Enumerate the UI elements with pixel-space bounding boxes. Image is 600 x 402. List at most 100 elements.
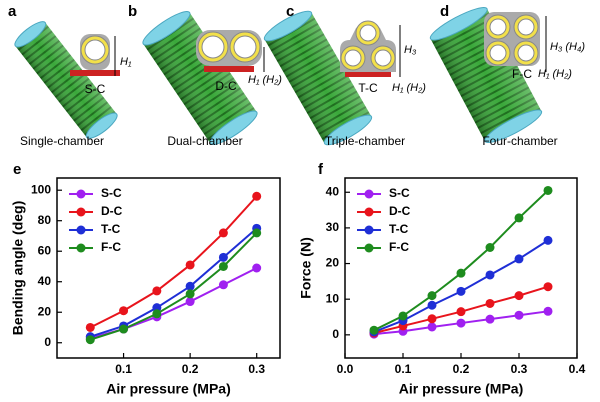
- legend-label: T-C: [389, 222, 409, 236]
- data-point: [514, 310, 524, 320]
- x-axis-label: Air pressure (MPa): [399, 381, 523, 397]
- y-tick-label: 100: [31, 182, 51, 196]
- data-point: [485, 270, 495, 280]
- data-point: [185, 281, 195, 291]
- legend-marker: [364, 207, 374, 217]
- x-tick-label: 0.1: [395, 362, 412, 376]
- data-point: [456, 318, 466, 328]
- y-axis-label: Force (N): [298, 237, 314, 298]
- height-label: H₁: [120, 56, 132, 68]
- data-point: [456, 268, 466, 278]
- caption: Triple-chamber: [325, 134, 405, 148]
- data-point: [543, 235, 553, 245]
- data-point: [427, 300, 437, 310]
- y-axis-label: Bending angle (deg): [10, 201, 26, 336]
- data-point: [543, 282, 553, 292]
- data-point: [427, 322, 437, 332]
- data-point: [218, 228, 228, 238]
- data-point: [152, 286, 162, 296]
- legend-marker: [364, 189, 374, 199]
- series-line: [89, 227, 258, 338]
- y-tick-label: 0: [44, 335, 51, 349]
- section-label: T-C: [358, 81, 378, 95]
- panel-letter: d: [440, 3, 449, 20]
- data-point: [427, 291, 437, 301]
- legend-label: D-C: [389, 204, 411, 218]
- data-point: [252, 228, 262, 238]
- data-point: [252, 263, 262, 273]
- x-tick-label: 0.2: [182, 362, 199, 376]
- data-point: [218, 280, 228, 290]
- data-point: [119, 324, 129, 334]
- legend-label: S-C: [389, 186, 410, 200]
- data-point: [185, 297, 195, 307]
- height-label: H₃: [404, 44, 417, 56]
- cylinder-c: [263, 10, 373, 146]
- caption: Four-chamber: [482, 134, 557, 148]
- section-d: [484, 12, 547, 72]
- legend-label: F-C: [101, 240, 121, 254]
- series-line: [89, 195, 258, 329]
- y-tick-label: 80: [38, 213, 52, 227]
- legend-label: T-C: [101, 222, 121, 236]
- panel-letter: b: [128, 3, 137, 20]
- legend-marker: [76, 225, 86, 235]
- data-point: [514, 291, 524, 301]
- legend-marker: [76, 243, 86, 253]
- x-tick-label: 0.3: [248, 362, 265, 376]
- data-point: [543, 185, 553, 195]
- data-point: [152, 309, 162, 319]
- legend-label: S-C: [101, 186, 122, 200]
- y-tick-label: 60: [38, 243, 52, 257]
- height-label: H₃ (H₄): [550, 41, 585, 53]
- x-tick-label: 0.0: [337, 362, 354, 376]
- legend-label: F-C: [389, 240, 409, 254]
- data-point: [218, 261, 228, 271]
- panel-letter: e: [13, 161, 21, 178]
- data-point: [185, 260, 195, 270]
- cylinder-a: [14, 21, 118, 139]
- data-point: [485, 298, 495, 308]
- legend-marker: [364, 225, 374, 235]
- data-point: [485, 243, 495, 253]
- section-b: [196, 30, 265, 72]
- data-point: [85, 335, 95, 345]
- data-point: [485, 314, 495, 324]
- height-label: H₁ (H₂): [538, 68, 572, 80]
- data-point: [369, 325, 379, 335]
- caption: Dual-chamber: [167, 134, 242, 148]
- x-tick-label: 0.3: [511, 362, 528, 376]
- data-point: [456, 307, 466, 317]
- y-tick-label: 40: [326, 184, 340, 198]
- legend-marker: [76, 207, 86, 217]
- y-tick-label: 30: [326, 220, 340, 234]
- section-label: D-C: [215, 79, 237, 93]
- data-point: [514, 213, 524, 223]
- legend-marker: [76, 189, 86, 199]
- y-tick-label: 20: [326, 256, 340, 270]
- legend-marker: [364, 243, 374, 253]
- data-point: [218, 252, 228, 262]
- section-label: F-C: [512, 67, 532, 81]
- panel-letter: f: [318, 161, 324, 178]
- height-label: H₁ (H₂): [248, 74, 282, 86]
- data-point: [456, 286, 466, 296]
- y-tick-label: 10: [326, 291, 340, 305]
- panel-letter: a: [8, 3, 17, 20]
- height-label: H₁ (H₂): [392, 82, 426, 94]
- cylinder-d: [429, 7, 543, 143]
- data-point: [514, 254, 524, 264]
- data-point: [119, 306, 129, 316]
- y-tick-label: 0: [332, 327, 339, 341]
- data-point: [85, 322, 95, 332]
- x-tick-label: 0.2: [453, 362, 470, 376]
- data-point: [185, 289, 195, 299]
- series-line: [89, 232, 258, 341]
- section-a: [70, 34, 120, 76]
- x-axis-label: Air pressure (MPa): [106, 381, 230, 397]
- legend-label: D-C: [101, 204, 123, 218]
- data-point: [543, 306, 553, 316]
- data-point: [427, 314, 437, 324]
- data-point: [398, 311, 408, 321]
- data-point: [252, 191, 262, 201]
